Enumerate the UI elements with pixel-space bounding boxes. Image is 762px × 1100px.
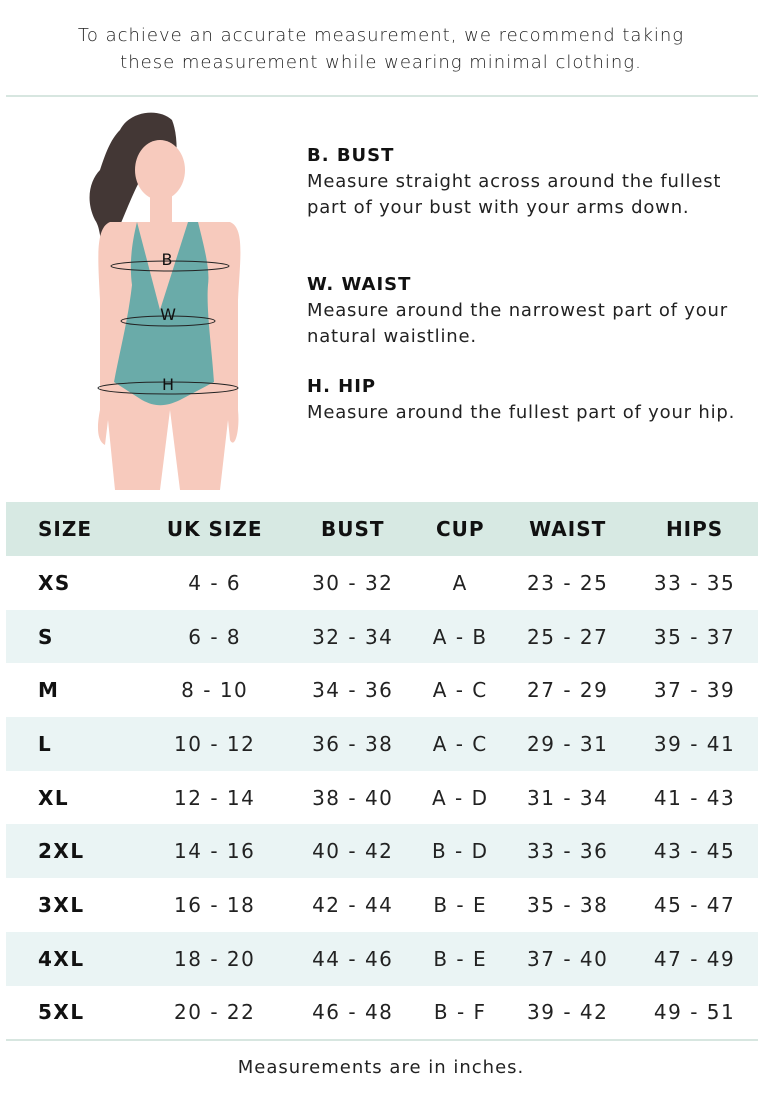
- table-cell: A - D: [431, 785, 489, 810]
- column-header: CUP: [416, 502, 505, 556]
- table-row: 5XL 20 - 22 46 - 48 B - F 39 - 42 49 - 51: [6, 986, 758, 1040]
- table-cell: 20 - 22: [174, 1000, 256, 1025]
- table-row: XL 12 - 14 38 - 40 A - D 31 - 34 41 - 43: [6, 771, 758, 825]
- table-cell: 25 - 27: [504, 609, 632, 664]
- table-cell: 45 - 47: [653, 892, 736, 917]
- table-cell: A: [452, 570, 468, 595]
- table-cell: 2XL: [6, 824, 141, 879]
- table-cell: L: [6, 717, 141, 771]
- table-cell: 18 - 20: [140, 931, 290, 986]
- table-cell: 38 - 40: [312, 785, 394, 810]
- intro-line: To achieve an accurate measurement, we r…: [77, 25, 685, 46]
- label-b: B: [162, 250, 173, 269]
- table-row: XS 4 - 6 30 - 32 A 23 - 25 33 - 35: [6, 556, 758, 610]
- table-cell: 5XL: [38, 1000, 85, 1025]
- column-header: WAIST: [504, 502, 632, 556]
- table-row: L 10 - 12 36 - 38 A - C 29 - 31 39 - 41: [6, 717, 758, 771]
- bust-description: B. BUST Measure straight across around t…: [307, 143, 747, 221]
- table-cell: 41 - 43: [653, 785, 736, 810]
- table-cell: A - B: [416, 609, 505, 664]
- table-cell: 33 - 35: [653, 570, 736, 595]
- table-cell: 46 - 48: [312, 1000, 394, 1025]
- table-cell: XS: [38, 570, 71, 595]
- table-cell: 4XL: [6, 931, 141, 986]
- intro-text: To achieve an accurate measurement, we r…: [0, 22, 762, 76]
- hip-text: Measure around the fullest part of your …: [307, 402, 736, 423]
- table-cell: B - F: [433, 1000, 487, 1025]
- column-header: BUST: [289, 502, 417, 556]
- table-cell: 44 - 46: [289, 931, 417, 986]
- column-header: UK SIZE: [140, 502, 290, 556]
- table-cell: 12 - 14: [174, 785, 256, 810]
- table-cell: 34 - 36: [312, 678, 394, 703]
- table-cell: 35 - 38: [527, 892, 609, 917]
- table-row: M 8 - 10 34 - 36 A - C 27 - 29 37 - 39: [6, 663, 758, 717]
- size-chart-table: SIZE UK SIZE BUST CUP WAIST HIPS XS 4 - 6 30 - …: [6, 502, 758, 1039]
- table-cell: 6 - 8: [140, 609, 290, 664]
- footer-note: Measurements are in inches.: [237, 1057, 525, 1078]
- table-cell: 43 - 45: [631, 824, 758, 879]
- table-cell: B - E: [416, 931, 505, 986]
- waist-text: Measure around the narrowest part of you…: [307, 300, 728, 347]
- table-cell: 39 - 41: [631, 717, 758, 771]
- table-cell: 23 - 25: [527, 570, 609, 595]
- hip-description: H. HIP Measure around the fullest part o…: [307, 374, 747, 426]
- table-row: 4XL 18 - 20 44 - 46 B - E 37 - 40 47 - 49: [6, 931, 758, 986]
- table-cell: 33 - 36: [504, 824, 632, 879]
- bust-text: Measure straight across around the fulle…: [307, 171, 722, 218]
- table-cell: 16 - 18: [174, 892, 256, 917]
- table-cell: 3XL: [38, 892, 85, 917]
- table-cell: 32 - 34: [289, 609, 417, 664]
- table-cell: 37 - 39: [653, 678, 736, 703]
- table-cell: 10 - 12: [140, 717, 290, 771]
- table-row: 3XL 16 - 18 42 - 44 B - E 35 - 38 45 - 47: [6, 878, 758, 932]
- body-measurement-figure: B W H: [89, 112, 241, 490]
- table-cell: 4 - 6: [188, 570, 242, 595]
- table-cell: 47 - 49: [631, 931, 758, 986]
- table-cell: 39 - 42: [527, 1000, 609, 1025]
- table-cell: B - D: [416, 824, 505, 879]
- waist-title: W. WAIST: [307, 274, 412, 295]
- table-cell: 37 - 40: [504, 931, 632, 986]
- table-cell: 49 - 51: [653, 1000, 736, 1025]
- table-cell: A - C: [432, 678, 488, 703]
- table-cell: XL: [38, 785, 70, 810]
- table-cell: 36 - 38: [289, 717, 417, 771]
- label-h: H: [162, 375, 174, 394]
- table-header: SIZE UK SIZE BUST CUP WAIST HIPS: [6, 502, 758, 556]
- divider: [6, 95, 758, 97]
- label-w: W: [160, 305, 176, 324]
- table-cell: 8 - 10: [181, 678, 249, 703]
- intro-line: these measurement while wearing minimal …: [120, 52, 642, 73]
- table-cell: 27 - 29: [527, 678, 609, 703]
- table-cell: 14 - 16: [140, 824, 290, 879]
- table-cell: 40 - 42: [289, 824, 417, 879]
- table-cell: 35 - 37: [631, 609, 758, 664]
- table-row: 2XL 14 - 16 40 - 42 B - D 33 - 36 43 - 45: [6, 824, 758, 879]
- column-header: HIPS: [631, 502, 758, 556]
- table-cell: S: [6, 609, 141, 664]
- table-cell: M: [38, 678, 60, 703]
- bust-title: B. BUST: [307, 145, 395, 166]
- table-cell: 31 - 34: [527, 785, 609, 810]
- table-cell: B - E: [433, 892, 488, 917]
- column-header: SIZE: [6, 502, 141, 556]
- divider: [6, 1039, 758, 1041]
- table-cell: 42 - 44: [312, 892, 394, 917]
- table-cell: 29 - 31: [504, 717, 632, 771]
- waist-description: W. WAIST Measure around the narrowest pa…: [307, 272, 747, 350]
- hip-title: H. HIP: [307, 376, 377, 397]
- table-cell: 30 - 32: [312, 570, 394, 595]
- table-cell: A - C: [416, 717, 505, 771]
